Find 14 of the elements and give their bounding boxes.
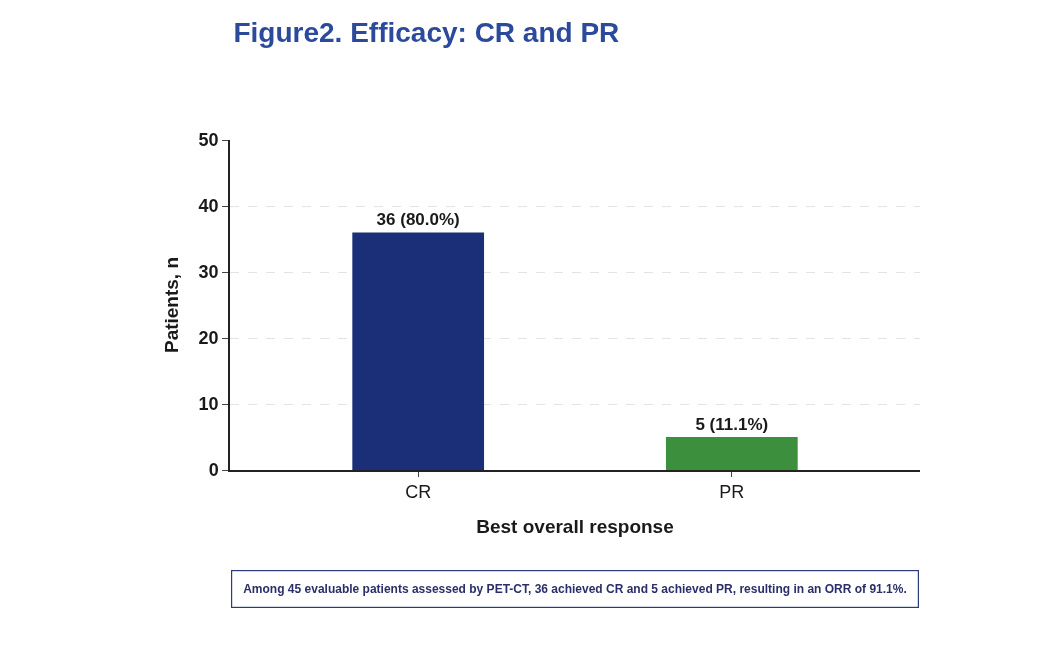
text: Among 45 evaluable patients assessed by PET-CT, 36 achieved CR and 5 achieved PR, resulting in an ORR of 91.1%. [243,582,907,597]
x-tick-label: CR [405,482,432,503]
y-axis-title: Patients, n [160,256,182,354]
y-tick-label: 40 [198,196,219,217]
x-tick-label: PR [719,482,745,503]
y-tick-label: 20 [198,328,219,349]
y-tick-label: 0 [208,460,219,481]
y-tick-label: 30 [198,262,219,283]
x-axis-title: Best overall response [476,515,674,537]
data-label: 5 (11.1%) [695,415,769,434]
y-tick-label: 10 [198,394,219,415]
chart-title: Figure2. Efficacy: CR and PR [233,17,620,49]
data-label: 36 (80.0%) [376,210,460,230]
y-tick-label: 50 [198,130,219,151]
